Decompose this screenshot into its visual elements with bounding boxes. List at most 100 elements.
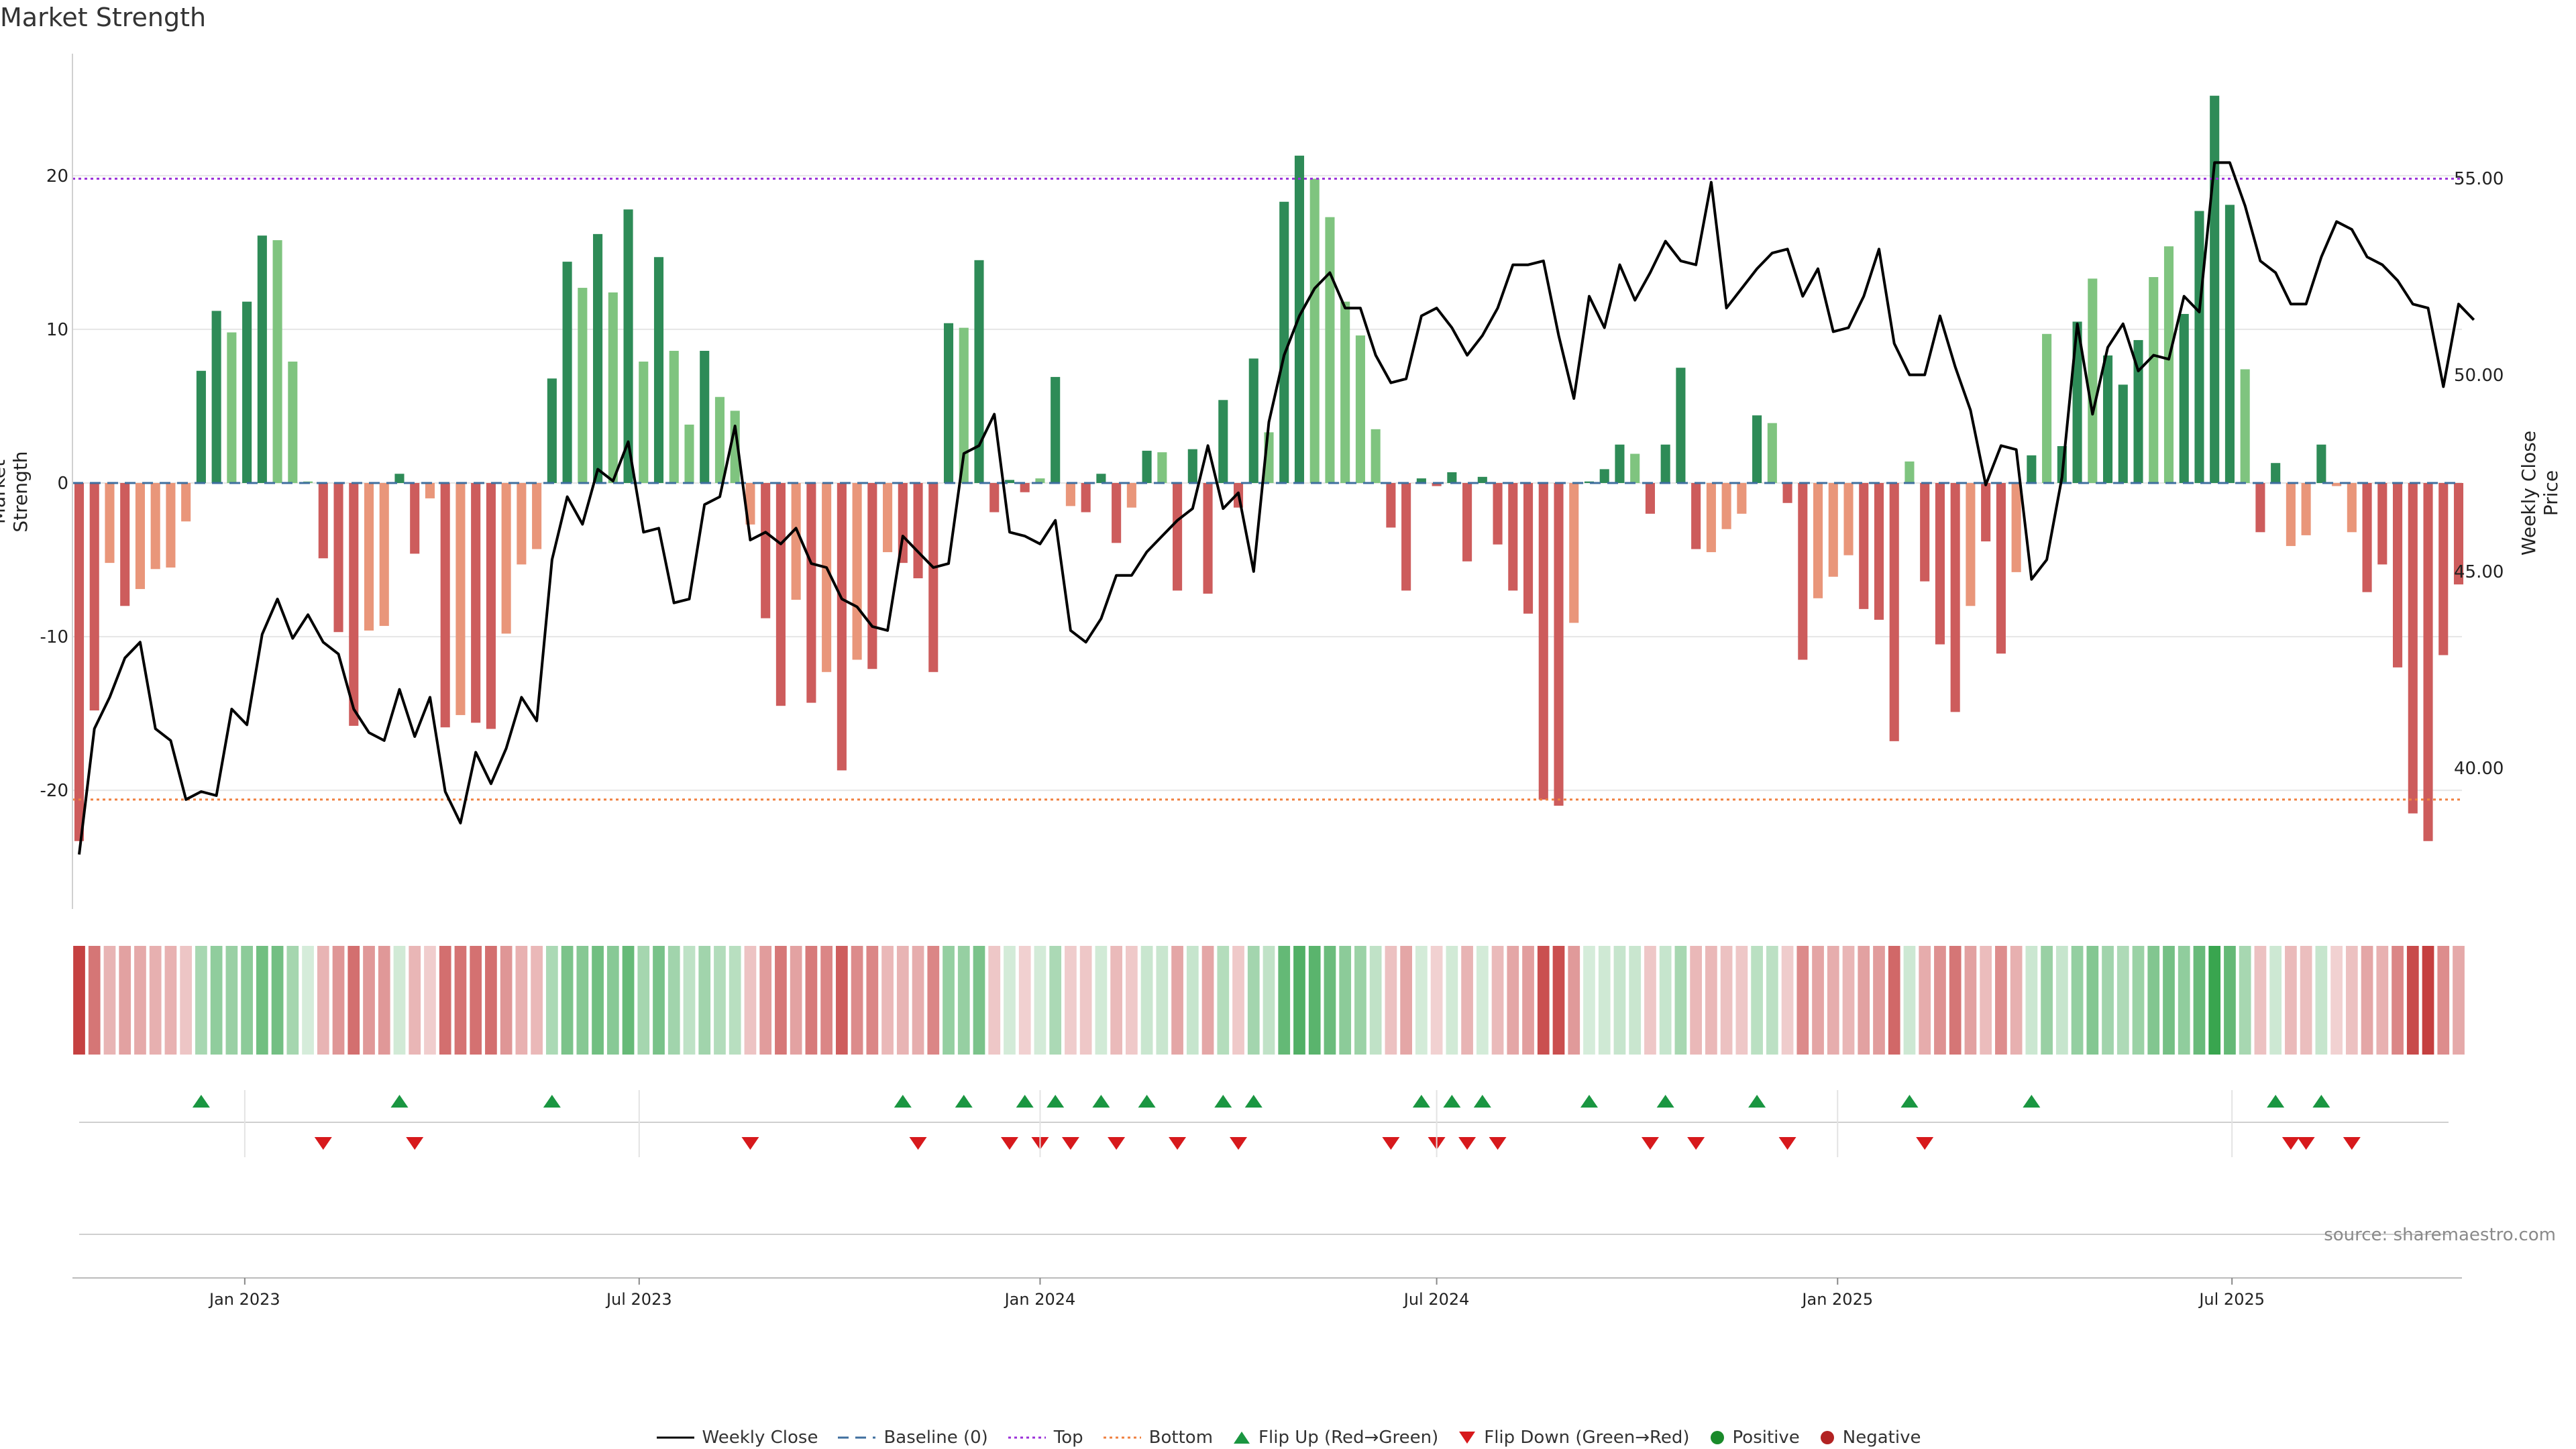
strength-bar	[74, 483, 85, 841]
heat-cell	[2345, 946, 2358, 1055]
strength-bar	[852, 483, 862, 660]
strength-bar	[150, 483, 160, 570]
strength-bar	[1981, 483, 1991, 542]
strength-bar	[547, 378, 557, 483]
heat-cell	[1964, 946, 1977, 1055]
heat-cell	[363, 946, 375, 1055]
heat-cell	[1186, 946, 1199, 1055]
strength-bar	[2255, 483, 2265, 533]
strength-bar	[639, 362, 649, 483]
flip-down-marker	[1382, 1137, 1400, 1150]
legend-label: Flip Down (Green→Red)	[1484, 1428, 1690, 1448]
heat-cell	[1125, 946, 1138, 1055]
heat-cell	[2254, 946, 2267, 1055]
flip-up-marker	[1046, 1095, 1065, 1108]
flip-down-marker	[909, 1137, 927, 1150]
heat-cell	[1705, 946, 1717, 1055]
strength-bar	[2332, 483, 2342, 486]
flip-up-marker	[1092, 1095, 1110, 1108]
heat-cell	[1247, 946, 1260, 1055]
strength-bar	[1173, 483, 1183, 591]
strength-bar	[730, 411, 740, 483]
strength-bar	[1752, 415, 1762, 483]
heat-cell	[1919, 946, 1931, 1055]
strength-bar	[1798, 483, 1808, 660]
strength-bar	[196, 370, 206, 483]
strength-bar	[2210, 95, 2220, 483]
legend-label: Negative	[1842, 1428, 1921, 1448]
strength-bar	[1920, 483, 1930, 582]
strength-bar	[1126, 483, 1136, 508]
heat-cell	[378, 946, 390, 1055]
heat-cell	[637, 946, 650, 1055]
y-tick-label: 0	[57, 474, 68, 494]
green-dot-icon	[1710, 1431, 1724, 1444]
flip-up-marker	[192, 1095, 210, 1108]
heat-cell	[225, 946, 238, 1055]
legend-item-flip-down: Flip Down (Green→Red)	[1457, 1428, 1690, 1448]
strength-bar	[349, 483, 359, 726]
heat-cell	[927, 946, 940, 1055]
strength-bar	[2301, 483, 2311, 535]
heat-cell	[1263, 946, 1275, 1055]
strength-bar	[1523, 483, 1534, 614]
heat-cell	[2392, 946, 2404, 1055]
heat-cell	[1476, 946, 1489, 1055]
heat-cell	[393, 946, 406, 1055]
strength-bar	[2240, 369, 2250, 483]
strength-bar	[822, 483, 832, 672]
heat-cell	[1232, 946, 1244, 1055]
heat-cell	[2010, 946, 2023, 1055]
strength-bar	[2408, 483, 2418, 814]
strength-bar	[1248, 358, 1258, 483]
heat-cell	[866, 946, 879, 1055]
strength-bar	[1843, 483, 1854, 555]
legend-label: Bottom	[1148, 1428, 1214, 1448]
heat-cell	[1568, 946, 1580, 1055]
strength-bar	[2194, 211, 2204, 483]
heat-cell	[1812, 946, 1824, 1055]
heat-cell	[195, 946, 207, 1055]
heat-cell	[683, 946, 696, 1055]
strength-bar	[2377, 483, 2387, 565]
strength-bar	[272, 240, 282, 483]
heat-cell	[744, 946, 757, 1055]
legend-item-positive: Positive	[1709, 1428, 1800, 1448]
strength-bar	[1432, 483, 1442, 486]
heat-cell	[775, 946, 787, 1055]
strength-bar	[2362, 483, 2372, 592]
heat-cell	[2163, 946, 2175, 1055]
strength-bar	[1309, 178, 1320, 483]
strength-bar	[105, 483, 115, 564]
heat-cell	[454, 946, 467, 1055]
heat-cell	[485, 946, 497, 1055]
heat-cell	[1934, 946, 1946, 1055]
heat-cell	[1537, 946, 1550, 1055]
strength-bar	[653, 257, 664, 483]
strength-bar	[1828, 483, 1838, 577]
strength-bars	[74, 95, 2464, 841]
reference-lines	[72, 177, 2462, 801]
flip-up-marker	[1016, 1095, 1034, 1108]
strength-bar	[242, 301, 252, 483]
flip-up-marker	[2312, 1095, 2330, 1108]
heat-cell	[1308, 946, 1321, 1055]
strength-bar	[1203, 483, 1213, 594]
strength-bar	[1477, 476, 1487, 483]
heat-cell	[1858, 946, 1870, 1055]
flip-down-marker	[1916, 1137, 1934, 1150]
strength-bar	[989, 483, 1000, 513]
strength-bar	[501, 483, 511, 634]
legend-item-bottom: Bottom	[1102, 1428, 1213, 1448]
heat-cell	[2041, 946, 2053, 1055]
flip-up-marker	[390, 1095, 409, 1108]
strength-bar	[669, 350, 679, 483]
heat-cell	[1949, 946, 1962, 1055]
strength-bar	[791, 483, 801, 600]
heat-cell	[1644, 946, 1656, 1055]
strength-bar	[440, 483, 450, 728]
flip-down-marker	[741, 1137, 759, 1150]
strength-bar	[867, 483, 877, 669]
strength-bar	[2102, 355, 2113, 483]
flip-down-marker	[1108, 1137, 1126, 1150]
